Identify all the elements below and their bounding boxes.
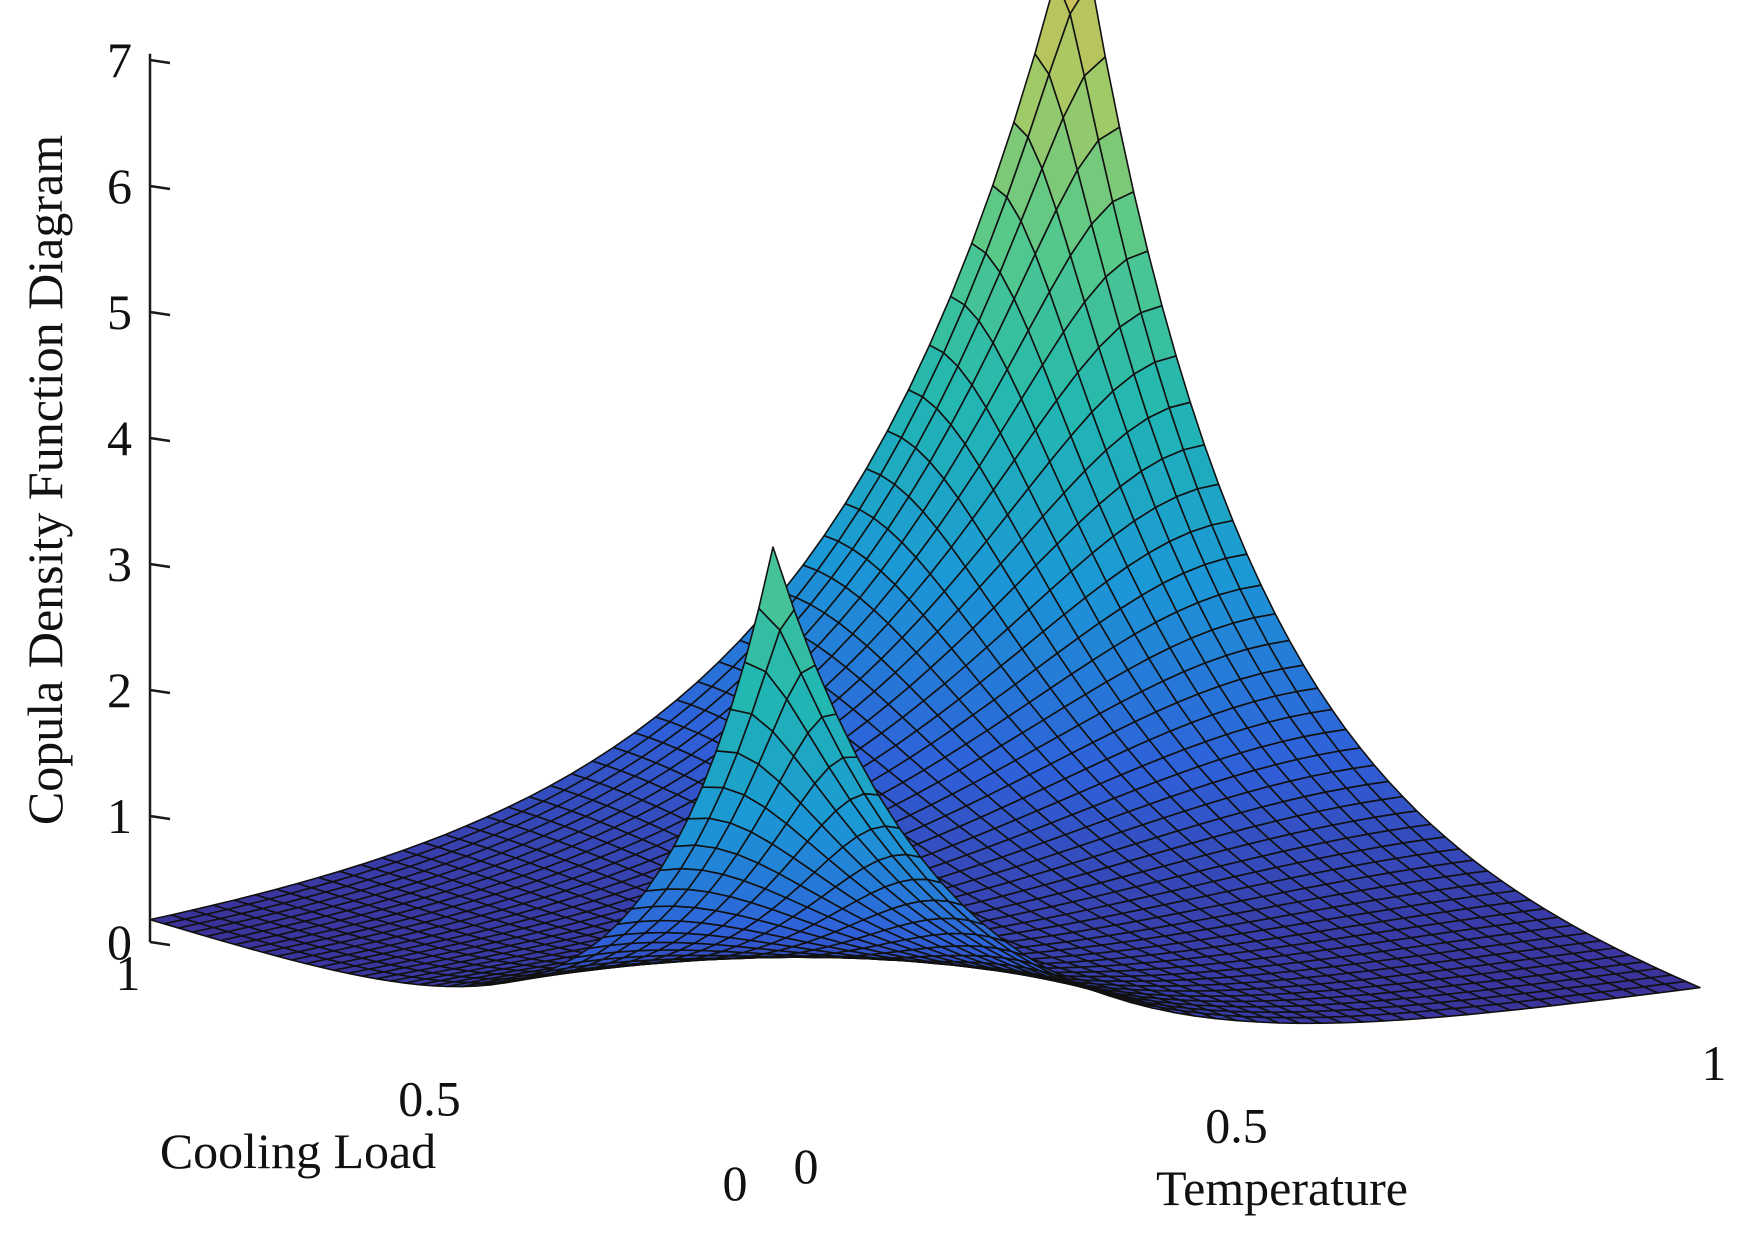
z-tick-mark: [149, 58, 171, 65]
y-tick-label: 0.5: [398, 1071, 461, 1127]
z-tick-mark: [149, 184, 171, 191]
z-axis-title: Copula Density Function Diagram: [17, 135, 73, 825]
x-tick-label: 1: [1702, 1035, 1727, 1091]
z-tick-label: 5: [107, 284, 132, 340]
z-tick-mark: [149, 310, 171, 317]
z-tick-label: 6: [107, 158, 132, 214]
y-tick-label: 0: [723, 1155, 748, 1211]
z-tick-label: 4: [107, 410, 132, 466]
x-tick-label: 0.5: [1205, 1098, 1268, 1154]
z-tick-mark: [149, 436, 171, 443]
surface-mesh: [149, 0, 1701, 1025]
y-tick-label: 1: [116, 945, 141, 1001]
z-tick-mark: [149, 940, 171, 947]
z-tick-mark: [149, 814, 171, 821]
z-tick-mark: [149, 688, 171, 695]
z-tick-label: 7: [107, 32, 132, 88]
surface-cell: [757, 546, 795, 631]
z-tick-mark: [149, 562, 171, 569]
z-tick-label: 3: [107, 536, 132, 592]
z-tick-label: 0: [107, 914, 132, 970]
z-tick-label: 1: [107, 788, 132, 844]
surface-cell: [1063, 0, 1080, 15]
y-axis-title: Cooling Load: [160, 1123, 436, 1179]
x-axis-title: Temperature: [1156, 1160, 1408, 1216]
x-tick-label: 0: [794, 1138, 819, 1194]
z-tick-label: 2: [107, 662, 132, 718]
